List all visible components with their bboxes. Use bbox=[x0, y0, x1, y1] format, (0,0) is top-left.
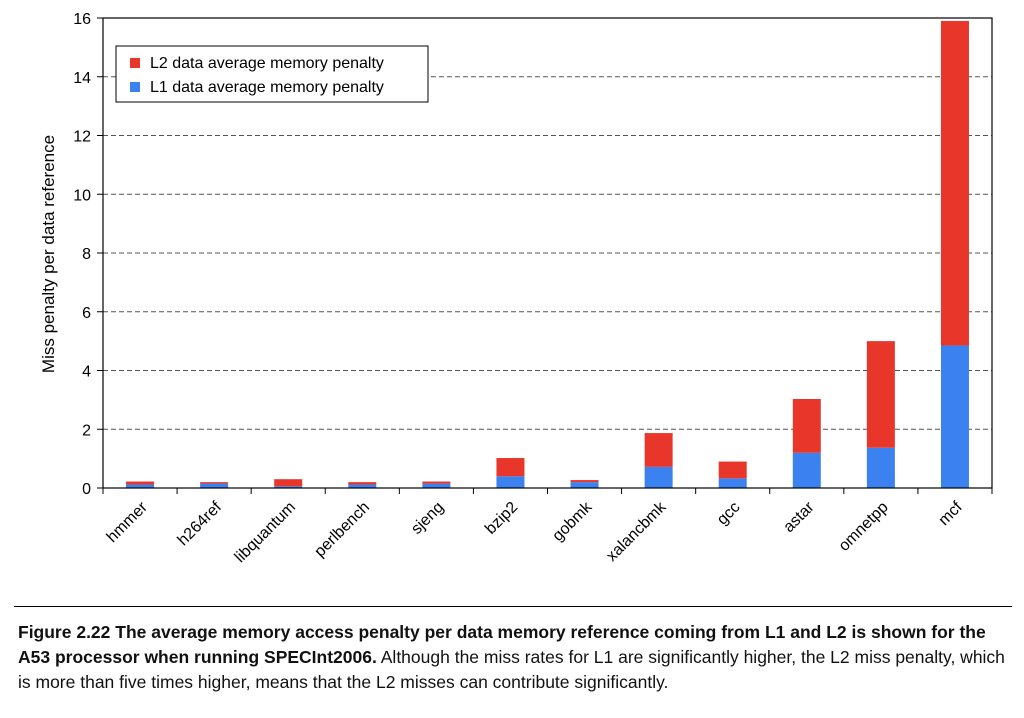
bar-l1-xalancbmk bbox=[644, 466, 673, 488]
x-tick-label: mcf bbox=[936, 498, 967, 529]
x-tick-label: perlbench bbox=[311, 499, 373, 561]
caption-bold-text: Figure 2.22 The average memory access pe… bbox=[18, 622, 986, 667]
stacked-bar-chart: 0 2 4 6 8 10 12 14 16 hmmer h264ref libquantum perl… bbox=[39, 11, 993, 566]
bar-l1-gcc bbox=[718, 478, 747, 488]
x-tick-label: astar bbox=[780, 498, 818, 536]
bar-l2-bzip2 bbox=[496, 458, 525, 477]
y-tick-label: 16 bbox=[73, 11, 91, 28]
legend-label: L2 data average memory penalty bbox=[150, 55, 384, 72]
x-tick-label: libquantum bbox=[232, 499, 299, 566]
figure-caption: Figure 2.22 The average memory access pe… bbox=[18, 620, 1008, 695]
bar-l2-astar bbox=[792, 398, 821, 453]
bar-l1-libquantum bbox=[274, 486, 303, 488]
bar-l1-hmmer bbox=[126, 484, 155, 488]
bar-l1-gobmk bbox=[570, 482, 599, 488]
x-tick-label: h264ref bbox=[175, 498, 226, 549]
bar-l1-sjeng bbox=[422, 483, 451, 488]
bar-l1-perlbench bbox=[348, 484, 377, 488]
bar-l1-omnetpp bbox=[866, 447, 895, 488]
y-tick-label: 14 bbox=[73, 70, 91, 87]
y-tick-label: 0 bbox=[82, 481, 91, 498]
axes bbox=[97, 17, 993, 494]
bar-l1-h264ref bbox=[200, 483, 229, 488]
legend-label: L1 data average memory penalty bbox=[150, 79, 384, 96]
bar-l2-gobmk bbox=[570, 480, 599, 483]
bars bbox=[126, 20, 969, 488]
bar-l2-gcc bbox=[718, 461, 747, 479]
legend-swatch bbox=[130, 58, 140, 68]
bar-l2-hmmer bbox=[126, 481, 155, 485]
legend-swatch bbox=[130, 82, 140, 92]
bar-l1-bzip2 bbox=[496, 476, 525, 488]
bar-l2-h264ref bbox=[200, 482, 229, 484]
caption-divider bbox=[14, 606, 1012, 607]
y-tick-label: 2 bbox=[82, 422, 91, 439]
bar-l1-mcf bbox=[940, 345, 969, 488]
bar-l1-astar bbox=[792, 452, 821, 488]
y-tick-labels: 0 2 4 6 8 10 12 14 16 bbox=[73, 11, 91, 498]
caption-body-text: Although the miss rates for L1 are signi… bbox=[18, 647, 1005, 692]
y-tick-label: 10 bbox=[73, 187, 91, 204]
x-tick-label: omnetpp bbox=[836, 499, 892, 555]
y-tick-label: 8 bbox=[82, 246, 91, 263]
legend: L2 data average memory penalty L1 data av… bbox=[115, 45, 429, 103]
bar-l2-xalancbmk bbox=[644, 433, 673, 467]
bar-l2-omnetpp bbox=[866, 341, 895, 448]
y-axis-title: Miss penalty per data reference bbox=[39, 135, 58, 373]
plot-frame bbox=[102, 17, 993, 489]
y-tick-label: 12 bbox=[73, 129, 91, 146]
x-tick-label: gcc bbox=[714, 499, 744, 529]
legend-box bbox=[115, 45, 429, 103]
bar-l2-mcf bbox=[940, 20, 969, 346]
y-tick-label: 6 bbox=[82, 305, 91, 322]
x-tick-label: gobmk bbox=[549, 498, 596, 545]
x-tick-label: xalancbmk bbox=[603, 498, 670, 565]
y-tick-label: 4 bbox=[82, 364, 91, 381]
x-tick-labels: hmmer h264ref libquantum perlbench sjeng bzip… bbox=[104, 498, 967, 566]
bar-l2-sjeng bbox=[422, 481, 451, 484]
gridlines bbox=[103, 76, 992, 430]
x-tick-label: hmmer bbox=[104, 498, 152, 546]
x-tick-label: sjeng bbox=[408, 499, 447, 538]
bar-l2-libquantum bbox=[274, 479, 303, 487]
bar-l2-perlbench bbox=[348, 482, 377, 485]
x-tick-label: bzip2 bbox=[482, 499, 521, 538]
